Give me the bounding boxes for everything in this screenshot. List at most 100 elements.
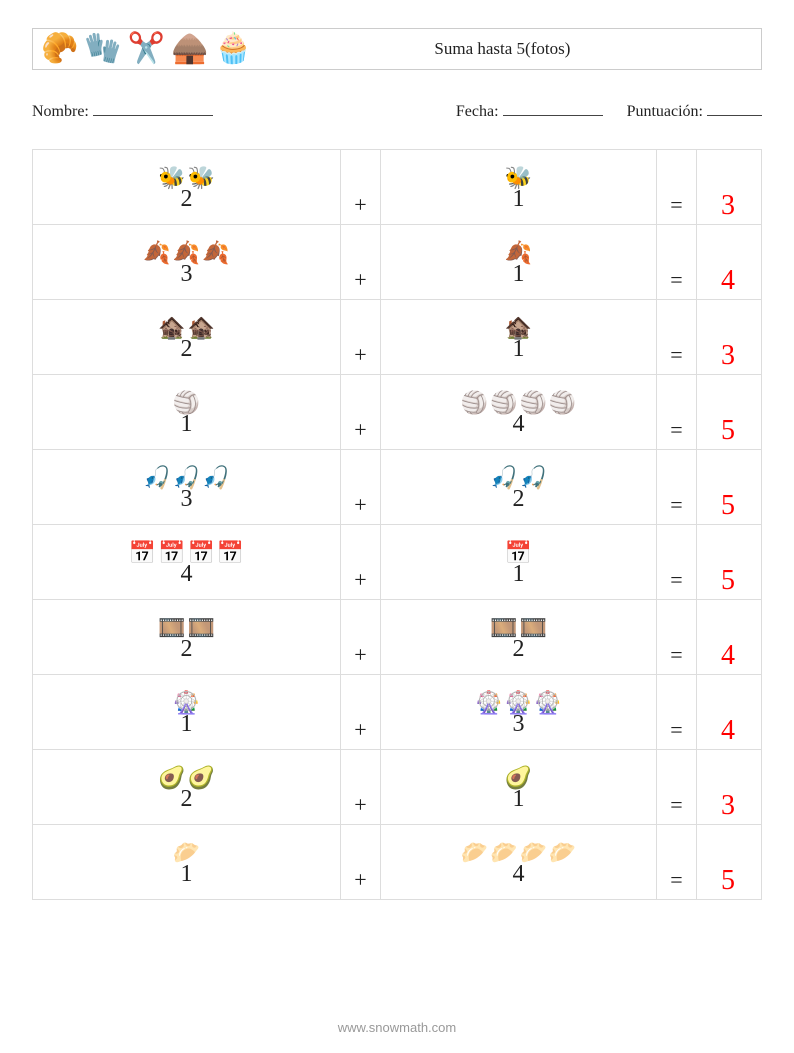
- worksheet-page: 🥐🧤✂️🛖🧁 Suma hasta 5(fotos) Nombre: Fecha…: [0, 0, 794, 1053]
- operand-b-icons: 🐝: [505, 163, 532, 189]
- info-line: Nombre: Fecha: Puntuación:: [32, 98, 762, 121]
- equals-cell: =: [657, 375, 697, 449]
- operand-b-number: 1: [513, 187, 525, 211]
- footer-url: www.snowmath.com: [0, 1020, 794, 1035]
- plus-cell: +: [341, 375, 381, 449]
- answer-value: 5: [721, 490, 735, 522]
- equals-sign: =: [670, 717, 682, 743]
- score-field: Puntuación:: [627, 98, 762, 121]
- plus-sign: +: [354, 192, 366, 218]
- operand-a-icons: 🎣🎣🎣: [143, 463, 229, 489]
- operand-a-icons: 🥑🥑: [158, 763, 215, 789]
- equals-cell: =: [657, 525, 697, 599]
- operand-a-number: 4: [181, 562, 193, 586]
- count-icon: 📅: [217, 542, 244, 564]
- count-icon: 🎣: [202, 467, 229, 489]
- operand-b-icons: 🥟🥟🥟🥟: [461, 838, 577, 864]
- problems-grid: 🐝🐝2+🐝1=3🍂🍂🍂3+🍂1=4🏚️🏚️2+🏚️1=3🏐1+🏐🏐🏐🏐4=5🎣🎣…: [32, 149, 762, 900]
- operand-b-number: 1: [513, 787, 525, 811]
- operand-b-cell: 🐝1: [381, 150, 657, 224]
- operand-a-cell: 🍂🍂🍂3: [33, 225, 341, 299]
- answer-value: 5: [721, 865, 735, 897]
- problem-row: 🏚️🏚️2+🏚️1=3: [33, 300, 761, 375]
- problem-row: 🐝🐝2+🐝1=3: [33, 150, 761, 225]
- problem-row: 🎡1+🎡🎡🎡3=4: [33, 675, 761, 750]
- operand-b-number: 1: [513, 337, 525, 361]
- operand-b-number: 2: [513, 487, 525, 511]
- equals-sign: =: [670, 792, 682, 818]
- operand-a-cell: 🎣🎣🎣3: [33, 450, 341, 524]
- plus-sign: +: [354, 267, 366, 293]
- count-icon: 🥟: [461, 842, 488, 864]
- plus-sign: +: [354, 342, 366, 368]
- problem-row: 🎣🎣🎣3+🎣🎣2=5: [33, 450, 761, 525]
- equals-sign: =: [670, 567, 682, 593]
- answer-value: 5: [721, 415, 735, 447]
- operand-b-number: 1: [513, 562, 525, 586]
- score-label: Puntuación:: [627, 103, 703, 120]
- equals-cell: =: [657, 600, 697, 674]
- count-icon: 🏐: [549, 392, 576, 414]
- operand-a-cell: 🎡1: [33, 675, 341, 749]
- problem-row: 🏐1+🏐🏐🏐🏐4=5: [33, 375, 761, 450]
- header-icon: 🛖: [171, 34, 208, 64]
- operand-a-icons: 🎡: [173, 688, 200, 714]
- operand-b-number: 3: [513, 712, 525, 736]
- operand-a-icons: 🐝🐝: [158, 163, 215, 189]
- answer-value: 4: [721, 715, 735, 747]
- header-bar: 🥐🧤✂️🛖🧁 Suma hasta 5(fotos): [32, 28, 762, 70]
- answer-cell: 5: [697, 450, 759, 524]
- answer-value: 3: [721, 340, 735, 372]
- answer-value: 4: [721, 640, 735, 672]
- operand-a-cell: 🐝🐝2: [33, 150, 341, 224]
- equals-cell: =: [657, 825, 697, 899]
- operand-a-cell: 🏐1: [33, 375, 341, 449]
- count-icon: 🍂: [202, 242, 229, 264]
- plus-cell: +: [341, 300, 381, 374]
- name-label: Nombre:: [32, 103, 89, 120]
- operand-b-icons: 📅: [505, 538, 532, 564]
- plus-sign: +: [354, 867, 366, 893]
- count-icon: 📅: [129, 542, 156, 564]
- operand-b-number: 2: [513, 637, 525, 661]
- operand-a-cell: 🎞️🎞️2: [33, 600, 341, 674]
- equals-cell: =: [657, 300, 697, 374]
- problem-row: 🥟 1 + 🥟🥟🥟🥟4 = 5: [33, 825, 761, 900]
- count-icon: 🎣: [143, 467, 170, 489]
- operand-b-icons: 🥑: [505, 763, 532, 789]
- equals-sign: =: [670, 867, 682, 893]
- operand-a-number: 1: [181, 712, 193, 736]
- header-icon: ✂️: [128, 34, 165, 64]
- problem-row: 🥑🥑2 + 🥑1 = 3: [33, 750, 761, 825]
- answer-cell: 5: [697, 825, 759, 899]
- answer-value: 3: [721, 790, 735, 822]
- operand-a-number: 1: [181, 412, 193, 436]
- equals-sign: =: [670, 192, 682, 218]
- plus-cell: +: [341, 525, 381, 599]
- plus-sign: +: [354, 642, 366, 668]
- answer-cell: 5: [697, 525, 759, 599]
- plus-sign: +: [354, 792, 366, 818]
- worksheet-title: Suma hasta 5(fotos): [252, 39, 753, 59]
- operand-b-icons: 🏚️: [505, 313, 532, 339]
- plus-cell: +: [341, 600, 381, 674]
- operand-b-icons: 🍂: [505, 238, 532, 264]
- plus-sign: +: [354, 417, 366, 443]
- equals-cell: =: [657, 750, 697, 824]
- operand-b-cell: 🥑1: [381, 750, 657, 824]
- answer-cell: 3: [697, 750, 759, 824]
- operand-b-cell: 🏚️1: [381, 300, 657, 374]
- operand-a-number: 1: [181, 862, 193, 886]
- count-icon: 🏐: [461, 392, 488, 414]
- plus-sign: +: [354, 567, 366, 593]
- operand-b-cell: 🥟🥟🥟🥟4: [381, 825, 657, 899]
- operand-b-icons: 🏐🏐🏐🏐: [461, 388, 577, 414]
- plus-cell: +: [341, 150, 381, 224]
- equals-sign: =: [670, 417, 682, 443]
- equals-sign: =: [670, 342, 682, 368]
- plus-sign: +: [354, 492, 366, 518]
- operand-b-cell: 🏐🏐🏐🏐4: [381, 375, 657, 449]
- operand-a-number: 2: [181, 787, 193, 811]
- count-icon: 🎡: [475, 692, 502, 714]
- operand-a-number: 2: [181, 637, 193, 661]
